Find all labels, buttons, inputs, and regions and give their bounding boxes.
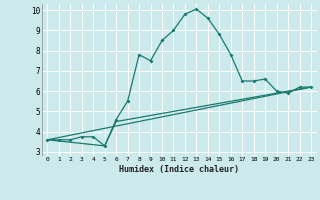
X-axis label: Humidex (Indice chaleur): Humidex (Indice chaleur)	[119, 165, 239, 174]
